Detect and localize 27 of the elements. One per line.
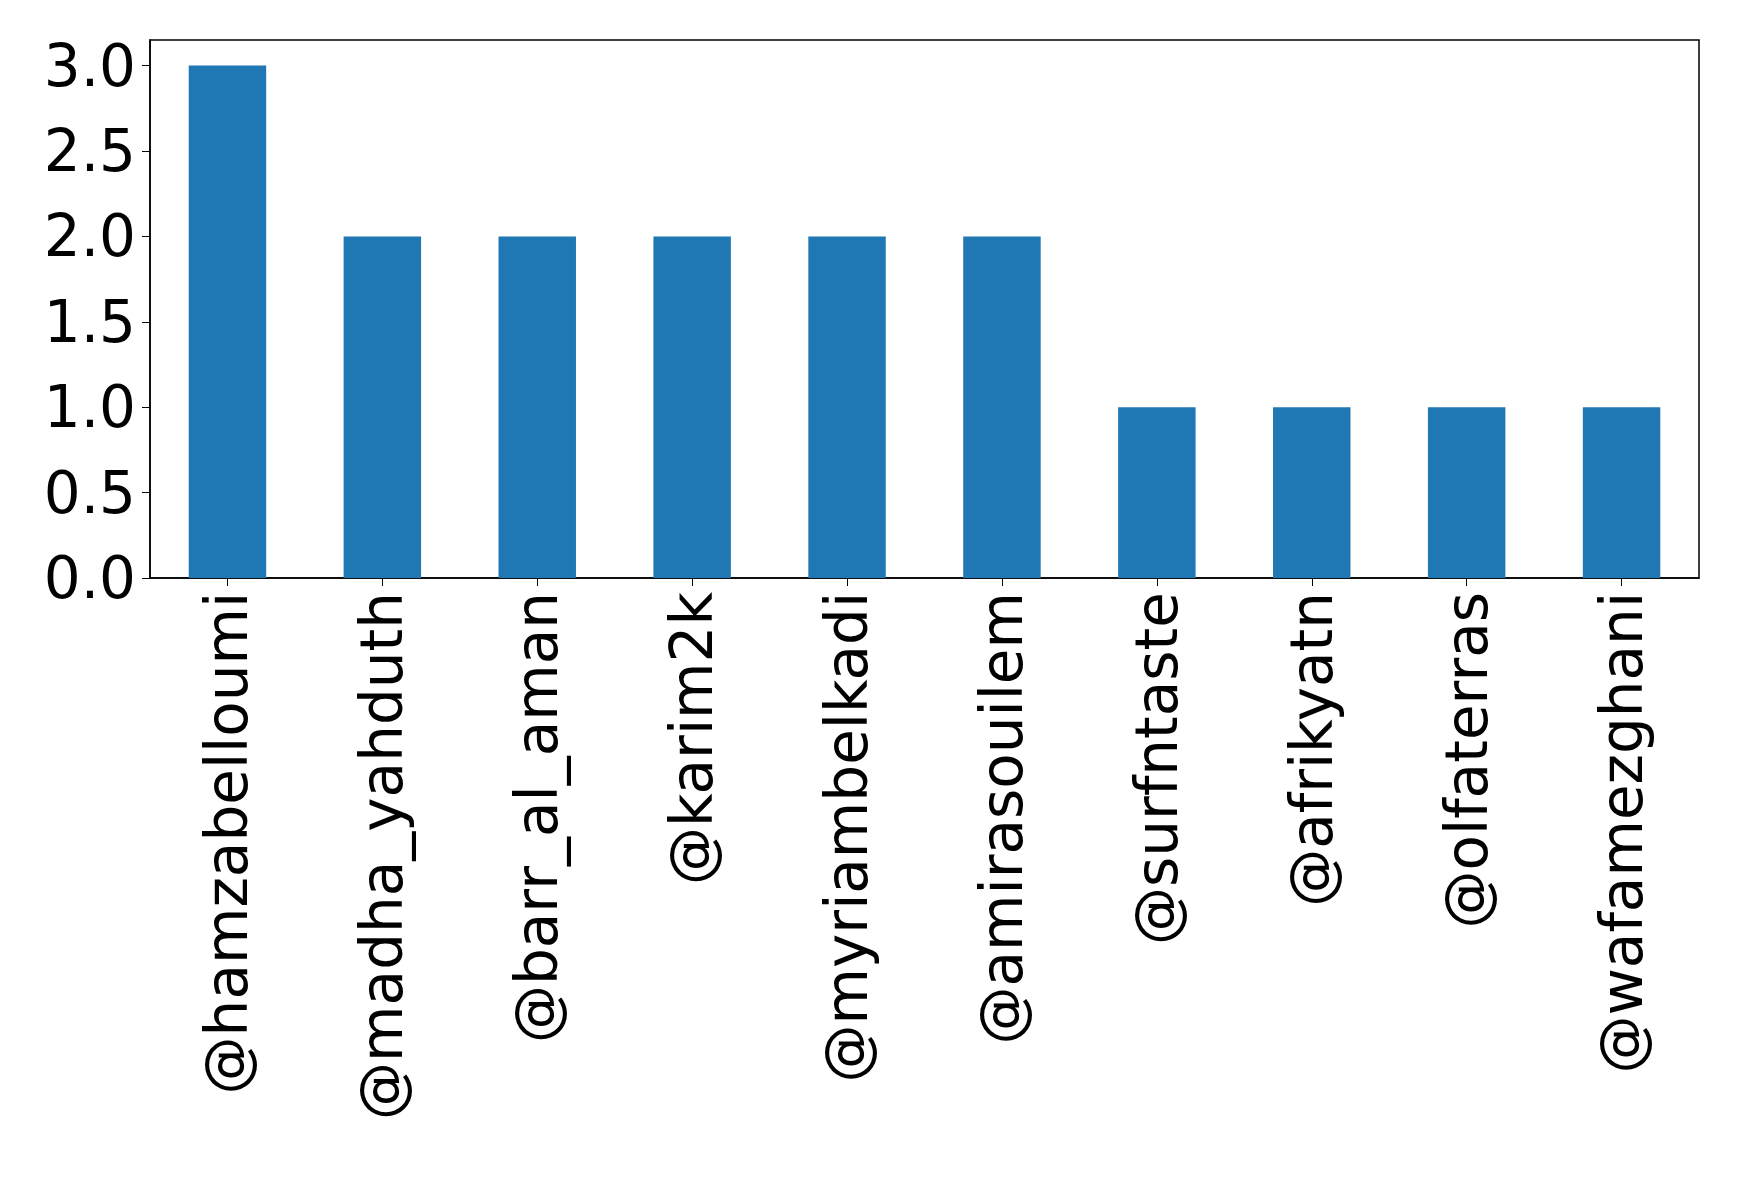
bar xyxy=(1273,407,1351,578)
y-tick-label: 0.5 xyxy=(43,458,136,527)
x-tick-label: @karim2k xyxy=(658,591,727,886)
x-tick-label: @barr_al_aman xyxy=(503,592,572,1044)
y-tick-label: 1.0 xyxy=(43,373,136,442)
y-tick-label: 0.0 xyxy=(43,544,136,612)
y-tick-label: 3.0 xyxy=(43,31,136,100)
x-tick-label: @surfntaste xyxy=(1122,592,1191,945)
bar xyxy=(188,65,267,578)
bar xyxy=(1427,407,1506,578)
x-tick-label: @hamzabelloumi xyxy=(193,592,262,1095)
x-tick-label: @madha_yahduth xyxy=(348,592,417,1120)
bar xyxy=(808,236,886,578)
x-tick-label: @myriambelkadi xyxy=(813,592,882,1083)
y-tick-label: 1.5 xyxy=(43,287,136,356)
y-tick-label: 2.0 xyxy=(43,202,136,271)
x-tick-label: @afrikyatn xyxy=(1277,592,1346,907)
bar xyxy=(963,236,1041,578)
bar xyxy=(498,236,576,578)
y-tick-label: 2.5 xyxy=(43,117,136,186)
x-tick-label: @amirasouilem xyxy=(967,592,1036,1045)
x-tick-label: @olfaterras xyxy=(1432,592,1501,929)
bar xyxy=(1118,407,1196,578)
bar xyxy=(653,236,731,578)
x-tick-label: @wafamezghani xyxy=(1587,592,1656,1074)
bar xyxy=(1582,407,1661,578)
bar xyxy=(343,236,422,578)
